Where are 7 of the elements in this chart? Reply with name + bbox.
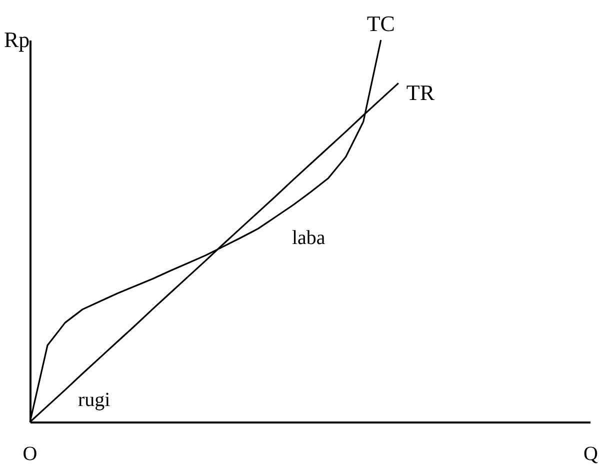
text: Q [584, 443, 599, 465]
y-axis-title: Rp [4, 27, 30, 52]
annotation: laba [292, 227, 326, 249]
series-label: TC [366, 11, 395, 36]
series-label: TR [406, 80, 435, 106]
annotation: rugi [78, 389, 111, 411]
text: O [22, 443, 38, 465]
